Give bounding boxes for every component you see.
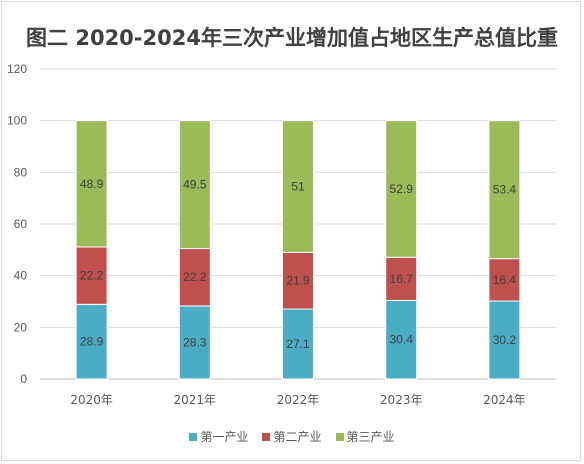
data-label: 16.7 (390, 272, 414, 286)
data-label: 52.9 (390, 182, 414, 196)
bar-segment (385, 120, 418, 258)
x-tick-label: 2022年 (277, 393, 320, 407)
data-label: 49.5 (183, 178, 207, 192)
data-label: 30.2 (493, 333, 517, 347)
y-tick-label: 60 (14, 217, 28, 231)
data-label: 28.3 (183, 335, 207, 349)
x-tick-label: 2023年 (380, 393, 423, 407)
legend-item: 第二产业 (262, 428, 322, 445)
data-label: 16.4 (493, 273, 517, 287)
legend-swatch (262, 432, 271, 441)
bar-segment (178, 120, 211, 250)
y-tick-label: 20 (14, 320, 28, 334)
data-label: 53.4 (493, 183, 517, 197)
data-label: 51 (291, 180, 305, 194)
bar-segment (75, 120, 108, 248)
data-label: 22.2 (183, 270, 207, 284)
y-tick-label: 80 (14, 165, 28, 179)
chart-title: 图二 2020-2024年三次产业增加值占地区生产总值比重 (26, 26, 558, 50)
legend-label: 第一产业 (200, 430, 249, 444)
data-label: 30.4 (390, 333, 414, 347)
y-tick-label: 100 (7, 114, 27, 128)
x-tick-label: 2020年 (70, 393, 113, 407)
chart-legend: 第一产业 第二产业 第三产业 (0, 428, 584, 445)
legend-swatch (189, 432, 198, 441)
bar-segment (282, 120, 314, 253)
data-label: 27.1 (286, 337, 310, 351)
y-tick-label: 120 (7, 62, 27, 76)
data-label: 21.9 (286, 274, 310, 288)
bar-segment (385, 299, 418, 380)
bar-segment (75, 246, 108, 305)
bar-segment (385, 256, 418, 301)
y-tick-label: 40 (14, 269, 28, 283)
y-tick-label: 0 (20, 372, 27, 386)
bar-segment (488, 120, 521, 260)
bar-segment (282, 251, 314, 310)
data-label: 48.9 (80, 177, 104, 191)
legend-label: 第二产业 (273, 430, 322, 444)
legend-item: 第一产业 (189, 428, 248, 445)
x-tick-label: 2024年 (483, 393, 526, 407)
x-tick-label: 2021年 (174, 393, 217, 407)
bar-segment (178, 248, 211, 307)
data-label: 28.9 (80, 335, 104, 349)
bar-segment (178, 305, 211, 380)
bar-segment (282, 308, 314, 380)
legend-item: 第三产业 (335, 428, 395, 445)
legend-swatch (335, 432, 344, 441)
legend-label: 第三产业 (346, 430, 395, 444)
data-label: 22.2 (80, 269, 104, 283)
